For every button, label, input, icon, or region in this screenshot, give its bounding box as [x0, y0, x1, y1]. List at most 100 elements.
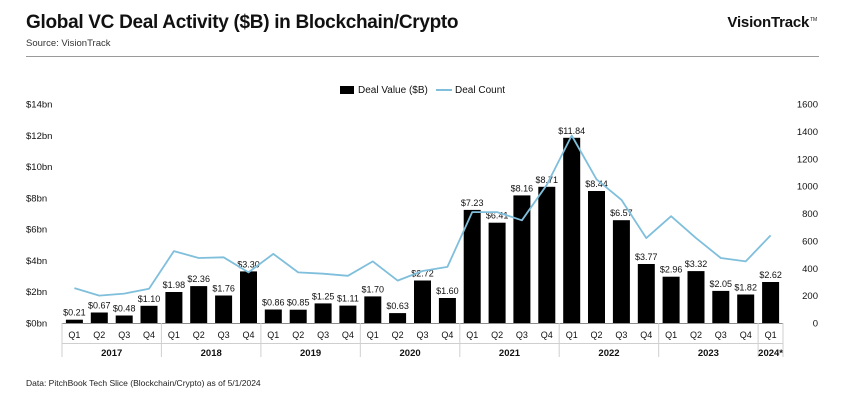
year-label: 2018	[201, 348, 222, 359]
year-label: 2021	[499, 348, 521, 359]
bar-value-label: $0.86	[262, 298, 285, 308]
x-tick-label: Q1	[267, 330, 279, 340]
bar	[488, 222, 506, 323]
x-tick-label: Q3	[516, 330, 528, 340]
bar	[463, 209, 481, 323]
y-right-tick-label: 200	[802, 291, 818, 302]
x-tick-label: Q2	[590, 330, 602, 340]
x-tick-label: Q4	[441, 330, 453, 340]
x-tick-label: Q2	[292, 330, 304, 340]
bar-value-label: $1.98	[163, 280, 186, 290]
x-tick-label: Q3	[118, 330, 130, 340]
legend-label-deal-value: Deal Value ($B)	[358, 85, 428, 96]
brand-logo: VisionTrackTM	[727, 14, 817, 31]
bar-series	[65, 137, 780, 323]
bar-value-label: $1.25	[312, 291, 335, 301]
bar-value-label: $11.84	[558, 126, 585, 136]
x-tick-label: Q2	[690, 330, 702, 340]
y-axis-left: $0bn $2bn $4bn $6bn $8bn $10bn $12bn $14bn	[26, 100, 52, 330]
y-left-tick-label: $6bn	[26, 225, 47, 236]
bar	[438, 298, 456, 323]
bar	[563, 137, 581, 323]
x-tick-label: Q3	[218, 330, 230, 340]
x-tick-label: Q4	[143, 330, 155, 340]
bar-value-label: $1.70	[362, 284, 385, 294]
bar-value-label: $3.32	[685, 259, 708, 269]
year-label: 2023	[698, 348, 719, 359]
x-tick-label: Q3	[715, 330, 727, 340]
data-footnote: Data: PitchBook Tech Slice (Blockchain/C…	[26, 378, 261, 388]
x-tick-label: Q1	[765, 330, 777, 340]
y-right-tick-label: 1400	[797, 127, 818, 138]
x-tick-label: Q3	[416, 330, 428, 340]
header-divider	[26, 56, 819, 57]
bar-value-label: $0.67	[88, 301, 111, 311]
bar	[737, 294, 755, 323]
chart-title: Global VC Deal Activity ($B) in Blockcha…	[26, 12, 459, 33]
y-right-tick-label: 1200	[797, 154, 818, 165]
x-tick-label: Q4	[640, 330, 652, 340]
bar-value-label: $2.05	[710, 279, 733, 289]
bar	[190, 286, 208, 323]
bar	[240, 271, 257, 323]
x-tick-label: Q2	[392, 330, 404, 340]
bar	[588, 191, 605, 323]
x-tick-label: Q3	[615, 330, 627, 340]
bar-value-label: $0.63	[386, 301, 409, 311]
y-right-tick-label: 400	[802, 264, 818, 275]
bar	[414, 280, 431, 323]
bar-value-label: $0.21	[63, 308, 86, 318]
brand-name: VisionTrack	[727, 14, 810, 31]
x-tick-label: Q2	[491, 330, 503, 340]
x-tick-label: Q1	[566, 330, 578, 340]
bar-value-label: $1.10	[138, 294, 161, 304]
y-left-tick-label: $14bn	[26, 100, 52, 111]
legend-bar-swatch	[340, 86, 354, 94]
legend-label-deal-count: Deal Count	[455, 85, 505, 96]
bar	[65, 319, 83, 323]
bar	[364, 296, 382, 323]
bar	[314, 303, 332, 323]
y-axis-right: 0 200 400 600 800 1000 1200 1400 1600	[797, 100, 818, 330]
bar	[637, 264, 655, 323]
x-tick-label: Q2	[93, 330, 105, 340]
y-left-tick-label: $4bn	[26, 256, 47, 267]
x-tick-label: Q1	[68, 330, 80, 340]
source-label: Source: VisionTrack	[26, 38, 111, 49]
bar-value-label: $1.11	[337, 294, 359, 304]
x-tick-label: Q4	[242, 330, 254, 340]
bar-value-label: $2.62	[759, 270, 782, 280]
bar	[712, 290, 730, 323]
bar-value-label: $8.71	[536, 175, 559, 185]
bar-value-label: $1.60	[436, 286, 459, 296]
x-tick-label: Q1	[466, 330, 478, 340]
x-tick-label: Q1	[665, 330, 677, 340]
bar	[389, 313, 407, 323]
bar	[215, 295, 233, 323]
chart-legend: Deal Value ($B) Deal Count	[340, 85, 505, 96]
y-right-tick-label: 1000	[797, 182, 818, 193]
bar	[264, 309, 282, 323]
y-left-tick-label: $12bn	[26, 131, 52, 142]
year-label: 2024*	[758, 348, 783, 359]
x-tick-label: Q4	[740, 330, 752, 340]
year-label: 2019	[300, 348, 321, 359]
bar	[687, 271, 705, 323]
x-tick-label: Q4	[541, 330, 553, 340]
y-left-tick-label: $2bn	[26, 287, 47, 298]
bar-value-label: $8.44	[585, 179, 608, 189]
bar-value-label: $2.36	[187, 274, 210, 284]
bar-value-label: $0.48	[113, 304, 136, 314]
x-tick-label: Q2	[193, 330, 205, 340]
bar-value-label: $8.16	[511, 183, 534, 193]
y-right-tick-label: 0	[813, 319, 818, 330]
x-tick-label: Q3	[317, 330, 329, 340]
year-label: 2022	[598, 348, 619, 359]
bar	[165, 292, 183, 323]
bar	[538, 186, 556, 323]
bar	[140, 305, 158, 323]
y-right-tick-label: 1600	[797, 100, 818, 111]
bar	[612, 220, 630, 323]
bar-value-label: $0.85	[287, 298, 310, 308]
